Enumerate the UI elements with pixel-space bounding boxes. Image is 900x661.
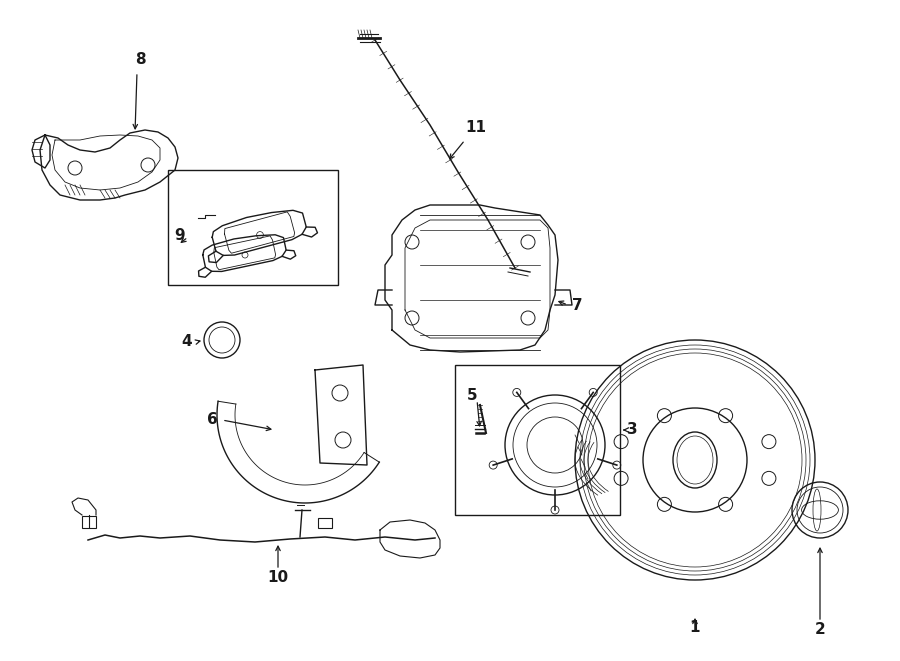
Text: 9: 9 — [175, 227, 185, 243]
Text: 3: 3 — [626, 422, 637, 438]
Text: 4: 4 — [182, 334, 192, 350]
Bar — [455, 365, 620, 515]
Text: 5: 5 — [467, 387, 477, 403]
Text: 6: 6 — [207, 412, 218, 428]
Bar — [318, 518, 332, 528]
Text: 2: 2 — [814, 623, 825, 637]
Text: 1: 1 — [689, 621, 700, 635]
Bar — [168, 170, 338, 285]
Text: 7: 7 — [572, 297, 582, 313]
Text: 11: 11 — [465, 120, 486, 136]
Text: 10: 10 — [267, 570, 289, 586]
Text: 8: 8 — [135, 52, 145, 67]
Bar — [82, 516, 96, 528]
